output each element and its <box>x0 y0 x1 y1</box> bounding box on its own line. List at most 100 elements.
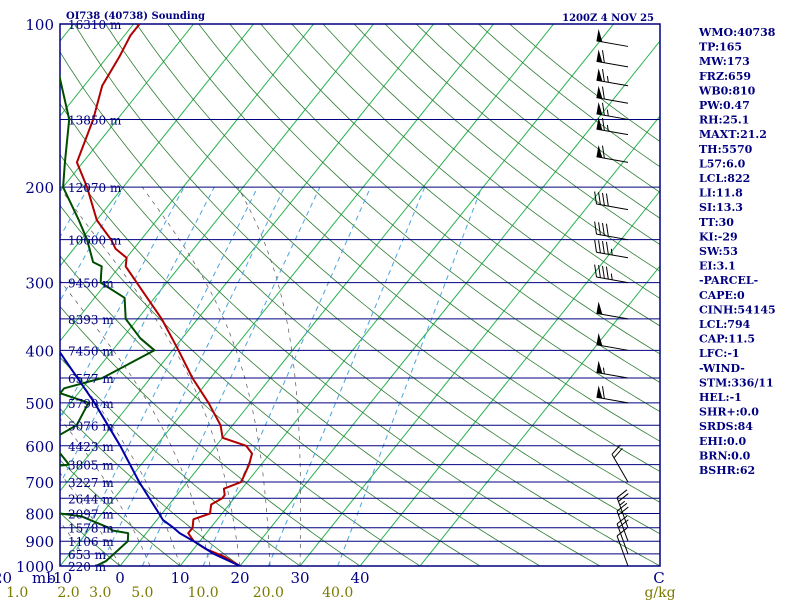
dry-adiabat-line <box>478 24 800 566</box>
pressure-tick-label: 700 <box>25 474 54 492</box>
wind-barb-flag <box>596 50 602 63</box>
wind-barb <box>596 29 628 46</box>
mixing-ratio-label: 20.0 <box>253 585 284 600</box>
isobar-layer <box>60 24 660 566</box>
index-value: MAXT:21.2 <box>699 128 767 141</box>
wind-barb-staff <box>596 204 628 210</box>
pressure-tick-label: 800 <box>25 505 54 523</box>
temperature-tick-label: 0 <box>115 569 125 587</box>
height-label: 12070 m <box>68 181 122 195</box>
wind-barb-half-feather <box>607 76 608 82</box>
height-label: 10600 m <box>68 234 122 248</box>
wind-barb-staff <box>612 454 628 482</box>
wind-barb-staff <box>617 536 628 566</box>
wind-barb-staff <box>596 313 628 319</box>
index-value: -WIND- <box>699 362 745 375</box>
wind-barb-feather <box>603 266 605 279</box>
isotherm-line <box>120 24 554 566</box>
mixing-ratio-label: 5.0 <box>131 585 153 600</box>
wind-barb-feather <box>603 103 605 116</box>
height-label: 2644 m <box>68 492 114 506</box>
mixing-ratio-label: 1.0 <box>6 585 28 600</box>
index-value: CINH:54145 <box>699 303 776 316</box>
wind-barb-staff <box>617 511 628 541</box>
wind-barb-flag <box>596 68 602 81</box>
index-value: SRDS:84 <box>699 420 753 433</box>
index-value: SHR+:0.0 <box>699 406 759 419</box>
wind-barb-staff <box>596 41 628 47</box>
index-value: BRN:0.0 <box>699 449 751 462</box>
index-value: BSHR:62 <box>699 464 755 477</box>
mixing-ratio-line <box>338 187 482 566</box>
wind-barb <box>595 240 628 258</box>
isotherm-line <box>0 24 374 566</box>
wind-barb-flag <box>596 361 602 374</box>
isotherm-line <box>240 24 674 566</box>
index-value: KI:-29 <box>699 230 738 243</box>
height-label: 13850 m <box>68 113 122 127</box>
index-value: CAPE:0 <box>699 289 745 302</box>
isotherm-line <box>60 24 494 566</box>
isotherm-line <box>0 24 14 566</box>
wind-barb-half-feather <box>607 125 608 131</box>
index-value: MW:173 <box>699 55 750 68</box>
wind-barb <box>596 86 628 103</box>
wind-barb-flag <box>596 385 602 398</box>
index-value: SW:53 <box>699 245 738 258</box>
sounding-datetime: 1200Z 4 NOV 25 <box>562 13 654 24</box>
wind-barb-half-feather <box>611 274 612 280</box>
wind-barb <box>596 145 628 162</box>
index-value: TP:165 <box>699 41 742 54</box>
mixing-ratio-label: 3.0 <box>89 585 111 600</box>
wind-barb <box>596 333 628 350</box>
wind-barb-staff <box>596 80 628 86</box>
index-value: LI:11.8 <box>699 187 743 200</box>
wind-barb-flag <box>596 102 602 115</box>
indices-panel: WMO:40738TP:165MW:173FRZ:659WB0:810PW:0.… <box>698 26 776 477</box>
isotherm-line <box>300 24 734 566</box>
wind-barb <box>596 385 628 402</box>
index-value: LCL:822 <box>699 172 750 185</box>
index-value: L57:6.0 <box>699 157 746 170</box>
wind-barb-feather <box>603 50 605 63</box>
wind-barb-staff <box>596 98 628 104</box>
index-value: TH:5570 <box>699 143 753 156</box>
index-value: EI:3.1 <box>699 260 736 273</box>
wind-barb-feather <box>595 240 597 253</box>
wind-barb <box>596 302 628 319</box>
index-value: WB0:810 <box>698 84 756 97</box>
index-value: FRZ:659 <box>699 70 751 83</box>
wind-barb <box>596 68 628 85</box>
label-layer: OI738 (40738) Sounding 1200Z 4 NOV 25 16… <box>0 11 676 600</box>
mixing-ratio-label: 10.0 <box>188 585 219 600</box>
pressure-tick-label: 500 <box>25 395 54 413</box>
mixing-ratio-line <box>268 187 424 566</box>
wind-barb-flag <box>596 29 602 42</box>
height-label: 3227 m <box>68 476 114 490</box>
wind-barb-half-feather <box>607 110 608 116</box>
temperature-tick-label: 40 <box>350 569 369 587</box>
moist-adiabat-line <box>142 187 270 566</box>
wind-barb-feather <box>603 69 605 82</box>
index-value: -PARCEL- <box>699 274 758 287</box>
mixing-ratio-label: 2.0 <box>57 585 79 600</box>
mixing-ratio-label: 40.0 <box>322 585 353 600</box>
height-label: 2097 m <box>68 507 114 521</box>
wind-barb-feather <box>618 494 628 502</box>
wind-barb-staff <box>596 345 628 351</box>
wind-barb-feather <box>599 222 601 235</box>
wind-barb-flag <box>596 302 602 315</box>
dry-adiabat-line <box>43 24 660 566</box>
height-label: 16310 m <box>68 18 122 32</box>
wind-barb-flag <box>596 86 602 99</box>
wind-barb-feather <box>603 193 605 206</box>
index-value: SI:13.3 <box>699 201 743 214</box>
wind-barb-feather <box>606 267 608 280</box>
index-value: RH:25.1 <box>699 114 749 127</box>
index-value: EHI:0.0 <box>699 435 746 448</box>
pressure-tick-label: 100 <box>25 16 54 34</box>
temperature-tick-label: 20 <box>230 569 249 587</box>
index-value: STM:336/11 <box>699 376 774 389</box>
